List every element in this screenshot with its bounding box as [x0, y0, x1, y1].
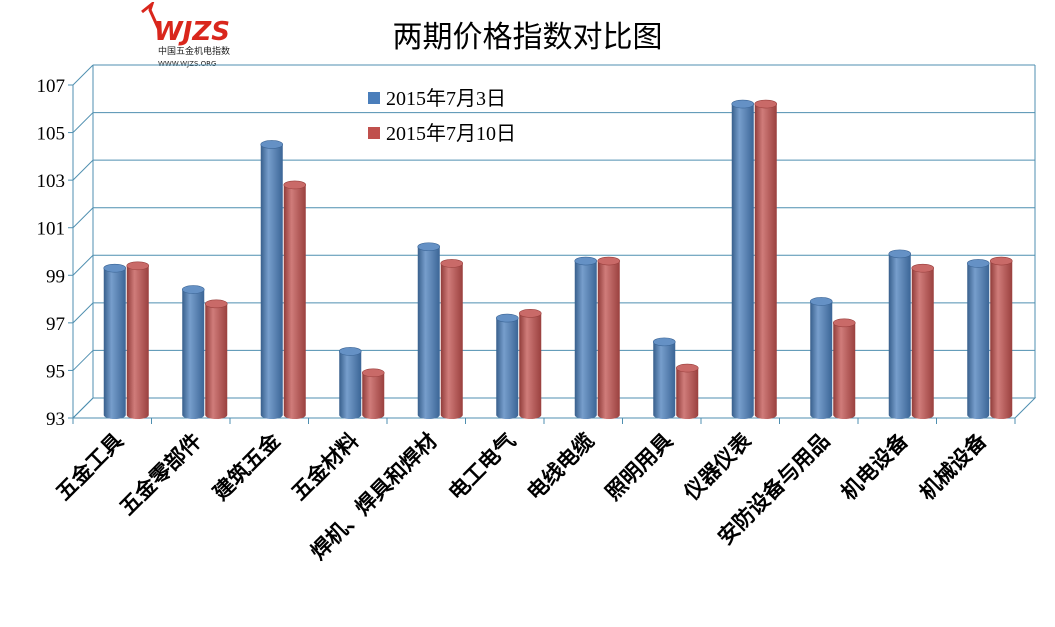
bar [496, 318, 519, 419]
bar-top [966, 259, 990, 268]
bar [833, 322, 856, 419]
y-tick-label: 103 [37, 171, 66, 192]
y-tick-label: 105 [37, 124, 66, 145]
chart-title: 两期价格指数对比图 [392, 20, 663, 55]
bar-top [731, 99, 755, 109]
bar [440, 263, 463, 419]
wjzs-logo: WJZS 中国五金机电指数 WWW.WJZS.ORG [138, 0, 258, 72]
bar [417, 246, 440, 419]
gridline-depth [72, 207, 94, 229]
y-tick-label: 95 [46, 361, 65, 382]
legend-label: 2015年7月10日 [386, 122, 516, 145]
bar-top [204, 299, 228, 309]
bar [597, 261, 620, 419]
bar [731, 104, 754, 420]
bar-top [574, 256, 598, 266]
x-tick-label: 仪器仪表 [679, 428, 757, 506]
bar [362, 372, 385, 419]
bar-top [832, 318, 856, 328]
logo-mark: WJZS [154, 17, 230, 47]
bar-top [652, 337, 676, 347]
logo-site: WWW.WJZS.ORG [158, 60, 216, 68]
bar [754, 104, 777, 420]
bar [888, 253, 911, 419]
x-tick-label: 机电设备 [836, 428, 913, 505]
bar-top [260, 140, 284, 149]
legend-swatch [368, 92, 380, 104]
bar [260, 144, 283, 419]
bar-top [754, 99, 778, 109]
legend-swatch [368, 127, 380, 139]
bar [990, 261, 1013, 419]
x-tick-label: 照明用具 [601, 429, 677, 505]
x-tick-label: 电工电气 [444, 429, 520, 505]
bar-top [440, 259, 464, 268]
bar-top [181, 285, 205, 294]
gridline-depth [72, 350, 94, 371]
y-tick-label: 97 [46, 314, 65, 335]
bar [574, 261, 597, 419]
bar [339, 351, 362, 419]
bar-top [417, 242, 441, 252]
gridline-depth [72, 159, 94, 181]
y-tick-label: 93 [46, 409, 65, 430]
bar [810, 301, 833, 419]
legend-label: 2015年7月3日 [386, 87, 506, 110]
bar-top [103, 263, 127, 273]
x-tick-label: 机械设备 [915, 428, 992, 505]
bar-top [888, 249, 912, 259]
bar [182, 289, 205, 419]
bar-top [361, 368, 385, 378]
bar-top [597, 256, 621, 266]
bar [676, 368, 699, 419]
bar-top [911, 263, 935, 273]
bar-top [495, 313, 519, 323]
gridline-depth [72, 254, 94, 276]
gridline-depth [72, 302, 94, 324]
bar-top [518, 309, 542, 318]
bar-top [283, 180, 307, 190]
bar [519, 313, 542, 419]
x-tick-label: 五金材料 [287, 429, 363, 505]
bar-top [809, 297, 833, 306]
y-tick-label: 99 [46, 266, 65, 287]
bar [126, 265, 149, 419]
bar [967, 263, 990, 419]
x-tick-label: 五金工具 [51, 429, 127, 505]
logo-name: 中国五金机电指数 [158, 45, 230, 57]
gridline-depth [72, 64, 94, 86]
bar-top [126, 261, 150, 271]
logo-arrow-icon [141, 0, 162, 33]
y-tick-label: 101 [37, 219, 66, 240]
bar [103, 268, 126, 419]
gridline-depth [72, 112, 94, 133]
bar [283, 184, 306, 419]
x-tick-label: 电线电缆 [522, 429, 598, 505]
bar [205, 303, 228, 419]
bar [653, 341, 676, 419]
bar-top [675, 363, 699, 373]
y-tick-label: 107 [37, 76, 66, 97]
bar-top [338, 347, 362, 356]
bar-top [989, 256, 1013, 266]
x-tick-label: 建筑五金 [208, 428, 285, 505]
x-tick-label: 五金零部件 [115, 429, 206, 520]
bar [911, 268, 934, 419]
